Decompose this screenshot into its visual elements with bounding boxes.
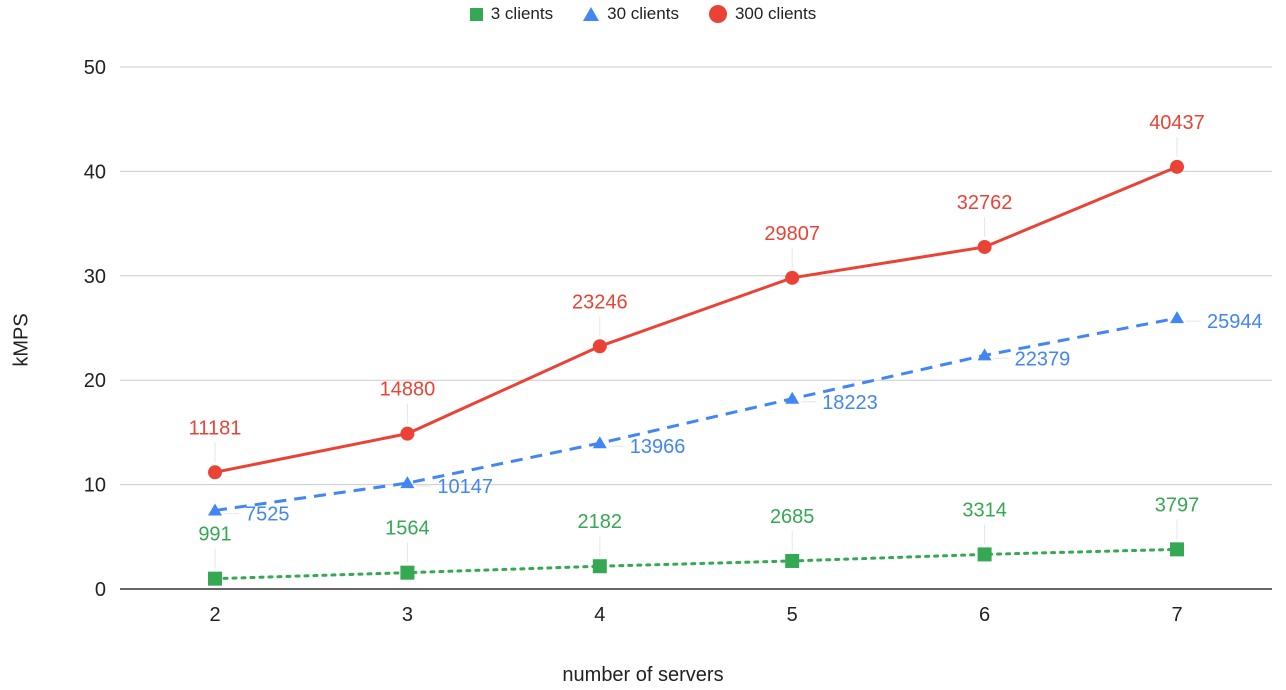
data-label: 14880: [380, 379, 436, 401]
data-point: [1170, 159, 1184, 174]
y-tick-label: 0: [95, 579, 106, 601]
series-line: [214, 316, 1178, 512]
legend-label: 300 clients: [734, 4, 817, 23]
data-point: [400, 565, 415, 580]
data-point: [400, 476, 415, 489]
data-point: [977, 348, 992, 361]
data-label: 10147: [437, 476, 493, 498]
y-axis-label: kMPS: [10, 313, 33, 367]
x-tick-label: 3: [402, 604, 413, 626]
triangle-marker-icon: [583, 7, 600, 21]
data-point: [400, 426, 415, 441]
legend-item-3-clients[interactable]: 3 clients: [469, 4, 554, 24]
circle-marker-icon: [708, 5, 727, 23]
data-label: 991: [198, 524, 231, 546]
legend-label: 30 clients: [607, 4, 679, 23]
data-label: 2182: [578, 511, 623, 533]
data-point: [208, 571, 222, 586]
x-axis-label: number of servers: [562, 664, 724, 686]
data-point: [208, 503, 222, 516]
legend-item-30-clients[interactable]: 30 clients: [583, 4, 679, 24]
data-label: 1564: [385, 518, 430, 540]
data-point: [977, 239, 992, 254]
data-point: [1170, 311, 1184, 324]
x-tick-label: 7: [1171, 604, 1182, 626]
data-label: 32762: [957, 192, 1013, 214]
series-line: [213, 547, 1179, 581]
data-point: [592, 559, 607, 574]
legend-item-300-clients[interactable]: 300 clients: [708, 4, 817, 24]
y-tick-label: 40: [84, 161, 106, 183]
y-tick-label: 20: [84, 370, 106, 392]
square-marker-icon: [469, 7, 483, 21]
series-line: [214, 165, 1178, 474]
data-label: 22379: [1015, 348, 1071, 370]
data-point: [785, 553, 800, 568]
data-label: 7525: [245, 503, 290, 525]
y-tick-label: 10: [84, 475, 106, 497]
x-tick-label: 6: [979, 604, 990, 626]
data-point: [1170, 542, 1184, 557]
data-label: 23246: [572, 291, 628, 313]
x-tick-label: 4: [594, 604, 605, 626]
legend: 3 clients 30 clients 300 clients: [0, 4, 1286, 24]
x-tick-label: 2: [209, 604, 220, 626]
data-point: [785, 270, 800, 285]
data-label: 29807: [764, 223, 820, 245]
data-point: [208, 465, 222, 480]
data-label: 25944: [1207, 311, 1263, 333]
data-label: 2685: [770, 506, 815, 528]
data-label: 3314: [962, 499, 1007, 521]
data-label: 11181: [189, 417, 242, 439]
data-label: 18223: [822, 392, 878, 414]
x-tick-label: 5: [787, 604, 798, 626]
data-point: [977, 547, 992, 562]
data-point: [592, 339, 607, 354]
y-tick-label: 50: [84, 57, 106, 79]
data-label: 40437: [1149, 112, 1205, 134]
legend-label: 3 clients: [490, 4, 554, 23]
data-point: [592, 436, 607, 449]
y-tick-label: 30: [84, 266, 106, 288]
data-point: [785, 391, 800, 404]
data-label: 13966: [630, 436, 686, 458]
data-label: 3797: [1155, 494, 1200, 516]
